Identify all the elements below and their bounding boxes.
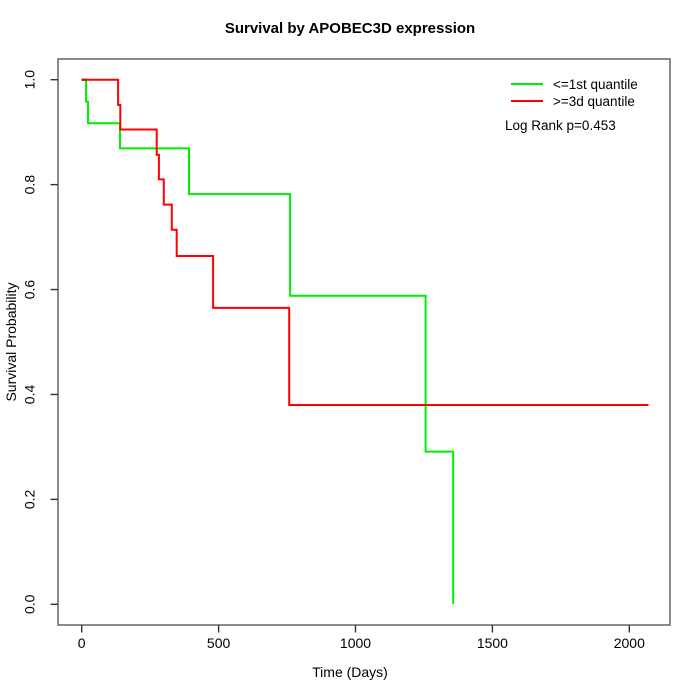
y-tick-label: 0.4 — [22, 385, 38, 405]
y-axis-label: Survival Probability — [3, 282, 19, 401]
plot-frame — [57, 58, 671, 626]
survival-curve-green — [81, 78, 455, 605]
legend-label-first-quantile: <=1st quantile — [553, 77, 638, 92]
y-axis-ticks: 1.0 0.8 0.6 0.4 0.2 0.0 — [22, 70, 58, 614]
x-axis-ticks: 0 500 1000 1500 2000 — [78, 625, 645, 651]
x-tick-label: 1500 — [477, 635, 508, 651]
y-tick-label: 0.2 — [22, 489, 38, 509]
x-tick-label: 0 — [78, 635, 86, 651]
y-tick-label: 0.6 — [22, 280, 38, 300]
y-tick-label: 0.0 — [22, 594, 38, 614]
x-tick-label: 2000 — [614, 635, 645, 651]
x-axis-label: Time (Days) — [312, 664, 388, 680]
legend: <=1st quantile >=3d quantile Log Rank p=… — [505, 77, 638, 133]
survival-curve-red — [81, 78, 649, 406]
y-tick-label: 1.0 — [22, 70, 38, 90]
legend-label-third-quantile: >=3d quantile — [553, 94, 635, 109]
y-tick-label: 0.8 — [22, 175, 38, 195]
plot-title: Survival by APOBEC3D expression — [225, 20, 475, 37]
logrank-annotation: Log Rank p=0.453 — [505, 118, 616, 133]
x-tick-label: 500 — [207, 635, 231, 651]
x-tick-label: 1000 — [340, 635, 371, 651]
survival-curves — [81, 78, 649, 605]
